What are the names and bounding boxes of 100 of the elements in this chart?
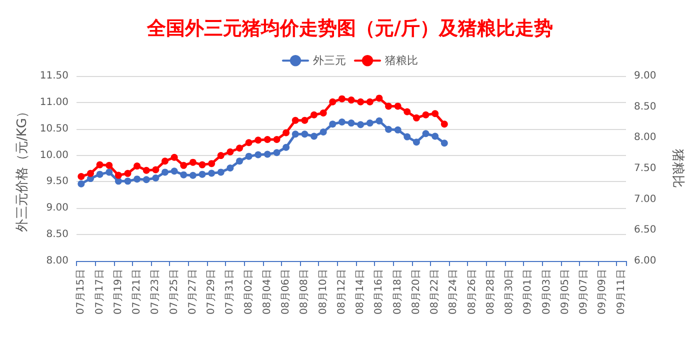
point (394, 102, 402, 110)
y-tick-label: 8.50 (46, 229, 69, 240)
point (376, 117, 383, 124)
x-tick-label: 09月09日 (597, 269, 608, 314)
y-tick-label: 10.50 (40, 123, 69, 134)
point (180, 171, 188, 178)
legend-label: 猪粮比 (385, 54, 418, 68)
x-tick-label: 07月27日 (187, 269, 198, 314)
x-tick-label: 08月18日 (392, 269, 404, 314)
y-tick-label: 9.50 (46, 176, 69, 188)
x-tick-label: 07月15日 (76, 269, 87, 314)
point (162, 158, 168, 165)
point (440, 120, 448, 128)
point (189, 158, 196, 166)
x-tick-label: 08月26日 (466, 269, 478, 314)
point (292, 116, 299, 124)
point (273, 149, 280, 156)
y-tick-label: 10.00 (40, 150, 69, 161)
point (320, 128, 327, 136)
x-tick-label: 08月12日 (336, 269, 348, 314)
point (404, 133, 411, 140)
y2-tick-label: 8.50 (634, 101, 656, 112)
x-tick-label: 08月04日 (262, 269, 273, 314)
x-tick-label: 08月08日 (299, 269, 310, 314)
point (134, 176, 141, 183)
point (124, 170, 132, 177)
y-axis-title: 外三元价格（元/KG） (15, 105, 30, 232)
point (114, 172, 122, 179)
point (329, 120, 336, 128)
x-tick-label: 08月02日 (243, 269, 254, 314)
x-tick-label: 08月30日 (504, 269, 516, 314)
x-tick-label: 08月22日 (430, 269, 441, 314)
point (273, 136, 280, 144)
point (162, 168, 168, 176)
point (114, 178, 122, 185)
point (282, 144, 290, 151)
x-tick-label: 08月10日 (318, 269, 329, 314)
point (440, 140, 448, 147)
y2-tick-label: 6.50 (634, 224, 656, 236)
x-tick-label: 08月24日 (448, 269, 460, 314)
x-tick-label: 09月07日 (578, 269, 590, 314)
point (357, 98, 364, 106)
point (422, 111, 430, 118)
point (329, 98, 336, 106)
x-tick-label: 09月11日 (616, 269, 627, 314)
point (366, 120, 374, 127)
point (106, 162, 113, 169)
point (134, 162, 141, 170)
y2-tick-label: 8.00 (634, 132, 656, 144)
point (338, 95, 346, 102)
chart-title: 全国外三元猪均价走势图（元/斤）及猪粮比走势 (146, 18, 553, 40)
point (236, 158, 244, 165)
point (96, 161, 104, 168)
x-tick-label: 09月03日 (541, 269, 552, 314)
point (366, 98, 374, 106)
point (385, 102, 392, 110)
point (254, 136, 262, 144)
point (348, 96, 355, 104)
point (422, 130, 430, 138)
point (142, 166, 150, 174)
point (189, 172, 196, 179)
point (301, 130, 308, 138)
point (385, 126, 392, 133)
x-tick-label: 08月06日 (280, 269, 292, 314)
point (254, 151, 262, 158)
point (245, 152, 252, 160)
point (320, 110, 327, 116)
point (376, 94, 383, 102)
point (96, 170, 104, 178)
point (412, 114, 420, 122)
point (264, 136, 271, 144)
y-tick-label: 9.00 (46, 202, 69, 214)
point (152, 166, 160, 174)
point (180, 162, 188, 169)
point (142, 176, 150, 184)
x-tick-label: 09月01日 (522, 269, 534, 314)
legend-label: 外三元 (313, 54, 346, 68)
point (432, 110, 439, 118)
point (357, 121, 364, 128)
point (245, 139, 252, 146)
point (338, 118, 346, 126)
point (208, 160, 216, 168)
point (236, 144, 244, 152)
point (226, 148, 234, 156)
point (198, 161, 206, 168)
point (301, 116, 308, 124)
point (78, 180, 85, 188)
point (404, 108, 411, 116)
y2-tick-label: 6.00 (634, 256, 656, 266)
x-tick-label: 08月16日 (374, 269, 385, 314)
y2-tick-label: 7.00 (634, 194, 656, 205)
point (198, 170, 206, 178)
y2-tick-label: 9.00 (634, 70, 656, 82)
x-tick-label: 07月21日 (132, 269, 143, 314)
x-tick-label: 07月29日 (206, 269, 218, 314)
point (217, 152, 224, 160)
x-tick-label: 07月23日 (150, 269, 162, 314)
point (432, 132, 439, 140)
point (226, 164, 234, 172)
point (124, 178, 132, 185)
